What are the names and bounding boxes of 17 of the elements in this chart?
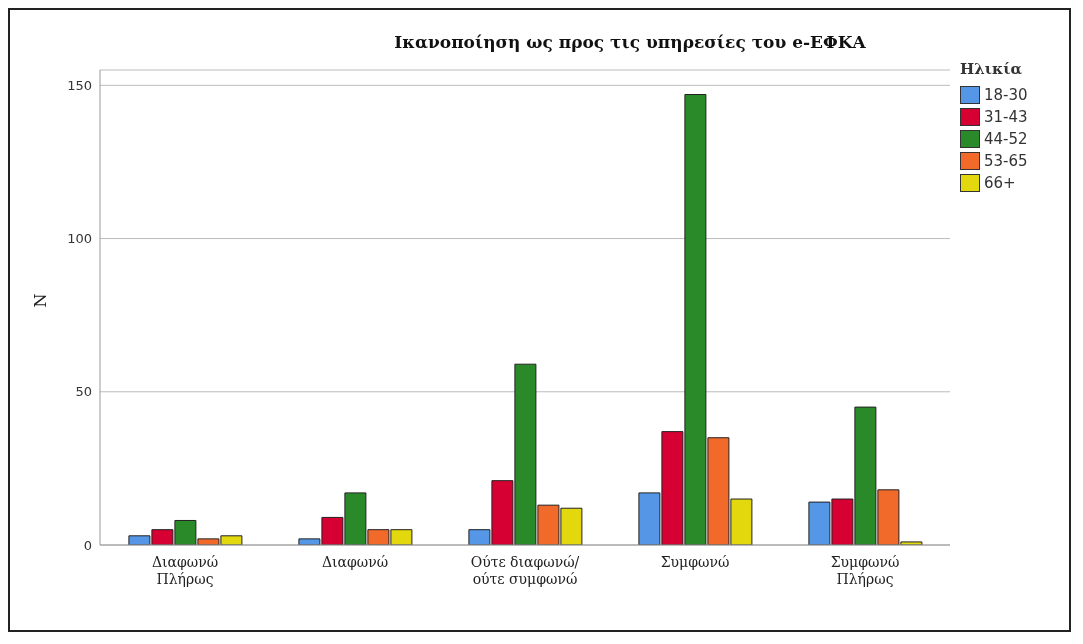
y-tick-label: 150 bbox=[67, 77, 92, 93]
x-tick-label: Συμφωνώ bbox=[660, 554, 730, 570]
legend-title: Ηλικία bbox=[960, 60, 1023, 78]
chart-title: Ικανοποίηση ως προς τις υπηρεσίες του e-ΕΦΚΑ bbox=[393, 32, 867, 52]
y-tick-label: 0 bbox=[83, 537, 92, 553]
x-tick-label: Διαφωνώ bbox=[321, 554, 389, 570]
y-tick-label: 100 bbox=[67, 231, 92, 247]
y-axis-title: N bbox=[30, 293, 50, 308]
y-tick-label: 50 bbox=[75, 384, 92, 400]
legend-label: 31-43 bbox=[984, 108, 1028, 126]
x-tick-label: Ούτε διαφωνώ/ ούτε συμφωνώ bbox=[470, 554, 580, 587]
legend-label: 18-30 bbox=[984, 86, 1028, 104]
legend-label: 53-65 bbox=[984, 152, 1028, 170]
x-tick-label: Συμφωνώ Πλήρως bbox=[830, 554, 900, 587]
legend-label: 44-52 bbox=[984, 130, 1028, 148]
legend-label: 66+ bbox=[984, 174, 1016, 192]
x-tick-label: Διαφωνώ Πλήρως bbox=[151, 554, 219, 587]
